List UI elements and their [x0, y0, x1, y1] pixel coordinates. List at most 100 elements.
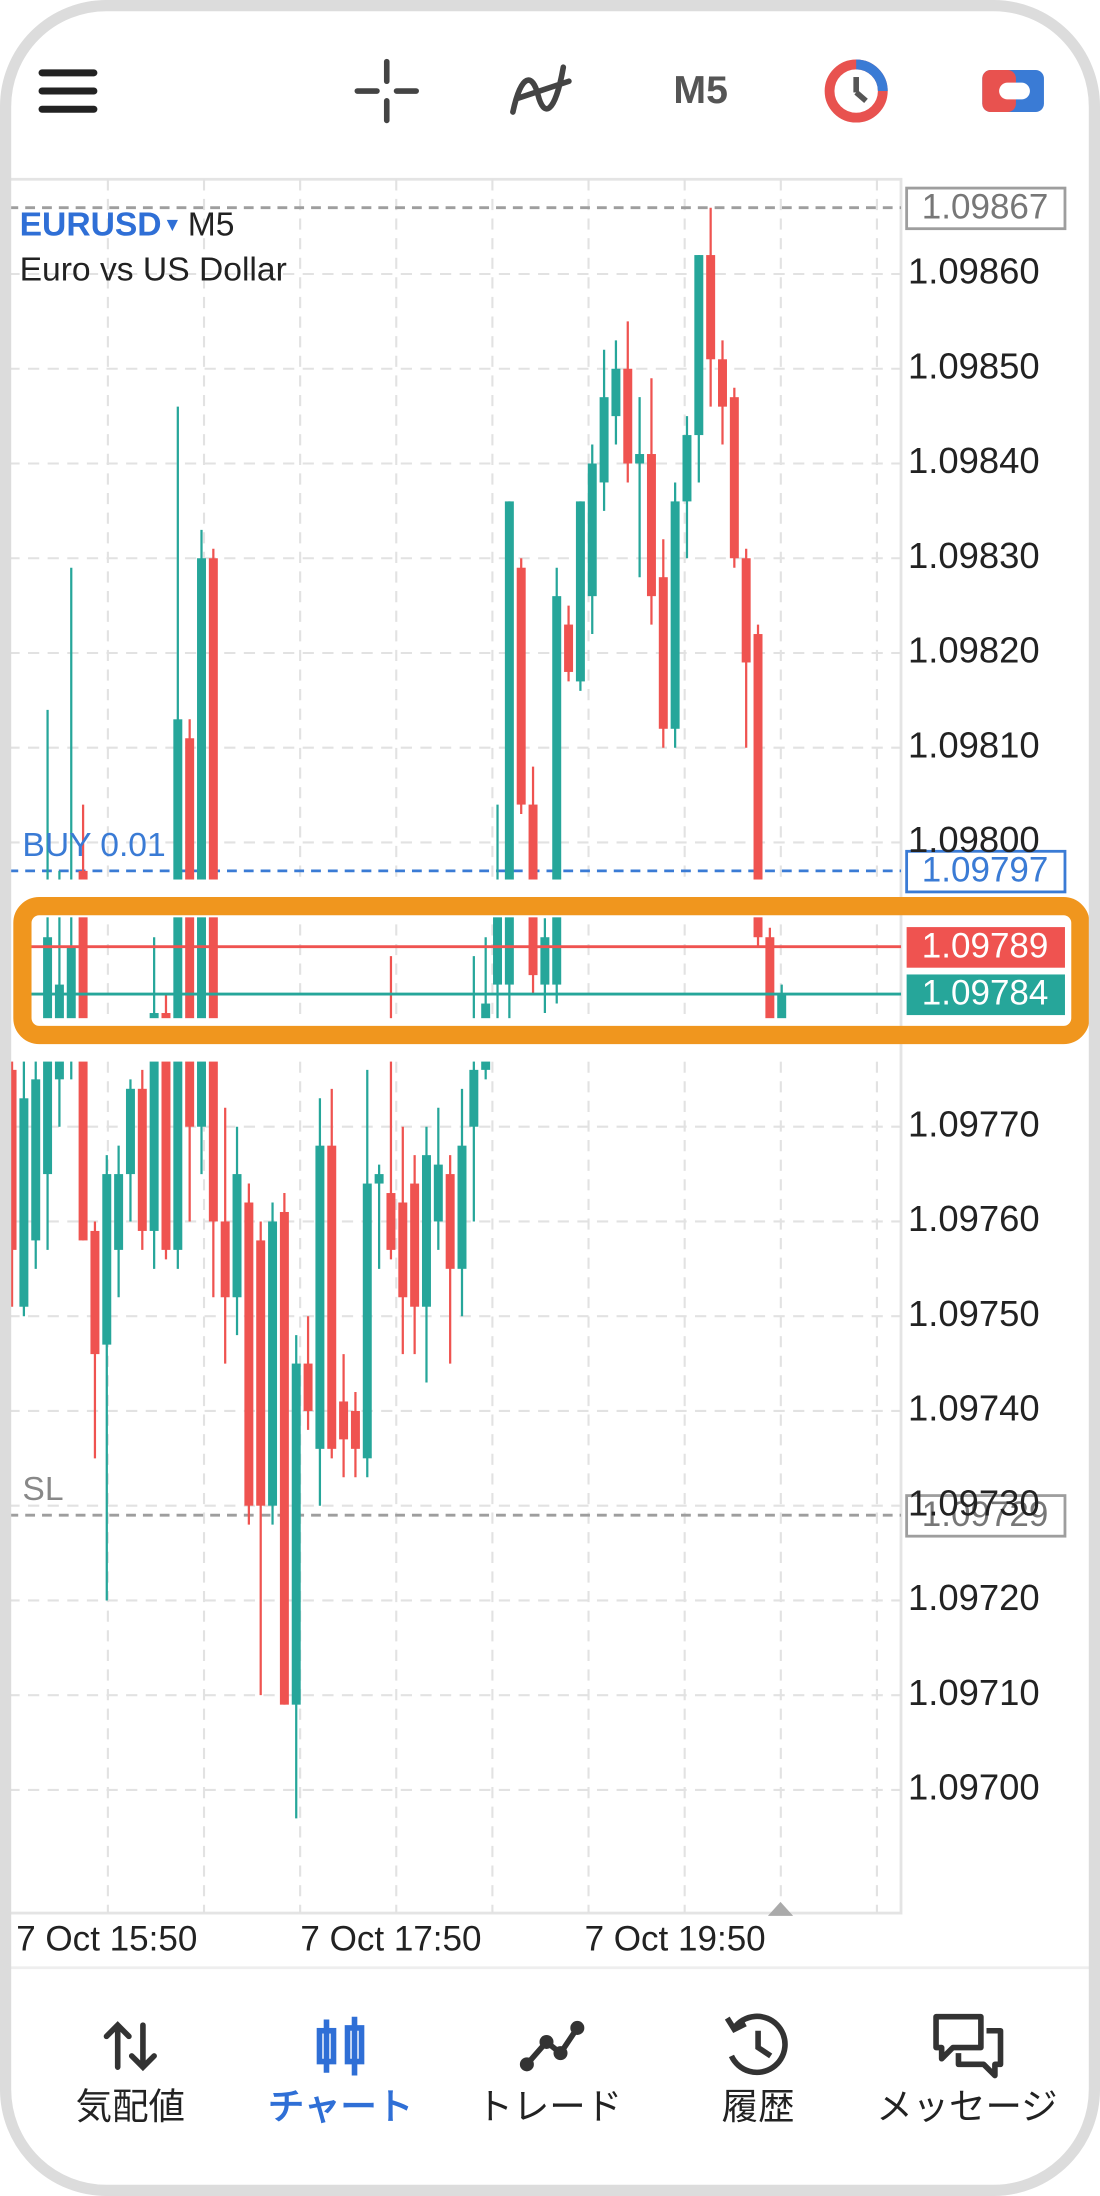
x-tick-label: 7 Oct 17:50	[300, 1919, 481, 1958]
price-line-name: BUY 0.01	[22, 827, 165, 864]
y-tick-label: 1.09810	[908, 724, 1040, 765]
nav-bar: 気配値 チャート トレード 履歴 メッセージ	[76, 2013, 1058, 2127]
price-label-box	[906, 927, 1065, 968]
y-tick-label: 1.09840	[908, 440, 1040, 481]
candle-body	[694, 255, 704, 436]
candle-body	[350, 1410, 360, 1449]
candle-body	[729, 397, 739, 559]
nav-quotes[interactable]: 気配値	[76, 2086, 185, 2127]
price-label: 1.09797	[922, 851, 1049, 890]
candle-body	[445, 1174, 455, 1269]
quotes-icon[interactable]	[103, 2021, 157, 2072]
candle-body	[362, 1183, 372, 1459]
chart-icon[interactable]	[316, 2016, 365, 2076]
candle-body	[102, 1174, 112, 1345]
axis-labels: 1.09860 1.09850 1.09840 1.09830 1.09820 1.098…	[16, 251, 1039, 1959]
y-tick-label: 1.09760	[908, 1198, 1040, 1239]
messages-icon[interactable]	[933, 2013, 1004, 2079]
candle-body	[78, 870, 88, 1241]
y-tick-label: 1.09770	[908, 1103, 1040, 1144]
toolbar: M5	[38, 58, 1044, 124]
x-tick-label: 7 Oct 15:50	[16, 1919, 197, 1958]
one-click-button[interactable]	[982, 70, 1044, 113]
candle-body	[291, 1363, 301, 1705]
candle-body	[575, 501, 585, 682]
candle-body	[504, 501, 514, 985]
y-tick-label: 1.09710	[908, 1672, 1040, 1713]
y-tick-label: 1.09830	[908, 535, 1040, 576]
price-label: 1.09789	[922, 926, 1049, 965]
candle-body	[149, 1013, 159, 1231]
candle-body	[753, 634, 763, 938]
y-tick-label: 1.09820	[908, 630, 1040, 671]
history-icon[interactable]	[724, 2013, 788, 2076]
y-tick-label: 1.09850	[908, 345, 1040, 386]
y-tick-label: 1.09860	[908, 251, 1040, 292]
candle-body	[220, 1221, 230, 1298]
candle-body	[682, 435, 692, 502]
symbol[interactable]: EURUSD	[20, 207, 162, 244]
candle-body	[718, 359, 727, 407]
candle-body	[303, 1363, 313, 1411]
chart-timeframe: M5	[188, 207, 235, 244]
menu-button[interactable]	[38, 69, 98, 113]
candle-body	[31, 1079, 41, 1241]
trade-icon[interactable]	[519, 2020, 585, 2072]
timeframe-button[interactable]: M5	[673, 68, 727, 112]
candle-body	[564, 624, 574, 672]
price-label-box	[905, 849, 1067, 894]
y-tick-label: 1.09750	[908, 1293, 1040, 1334]
candle-body	[339, 1401, 349, 1440]
candle-body	[43, 937, 53, 1175]
candle-body	[611, 368, 621, 417]
candle-body	[706, 255, 716, 360]
y-tick-label: 1.09720	[908, 1577, 1040, 1618]
candle-body	[658, 577, 668, 729]
nav-history[interactable]: 履歴	[722, 2086, 795, 2127]
candle-body	[457, 1145, 467, 1269]
candle-body	[208, 558, 218, 1222]
x-tick-label: 7 Oct 19:50	[585, 1919, 766, 1958]
candle-body	[19, 1098, 29, 1307]
candle-body	[197, 558, 206, 1127]
candle-body	[410, 1183, 420, 1307]
y-tick-label: 1.09800	[908, 819, 1040, 860]
current-bar-marker	[767, 1901, 794, 1916]
candle-body	[279, 1211, 289, 1705]
candle-body	[587, 463, 597, 597]
candle-body	[7, 1069, 17, 1250]
symbol-dropdown[interactable]	[166, 219, 178, 232]
candle-body	[66, 946, 76, 1032]
nav-messages[interactable]: メッセージ	[876, 2086, 1057, 2127]
candle-body	[777, 994, 787, 1023]
y-tick-label: 1.09700	[908, 1767, 1040, 1808]
candle-body	[374, 1174, 384, 1184]
highlight-frame	[13, 897, 1090, 1045]
candles	[7, 207, 902, 1819]
candle-body	[125, 1088, 135, 1175]
candle-body	[433, 1164, 443, 1222]
candle-body	[386, 1193, 396, 1250]
price-label-box	[905, 186, 1067, 231]
candle-body	[493, 889, 503, 985]
crosshair-button[interactable]	[354, 58, 419, 124]
y-tick-label: 1.09740	[908, 1388, 1040, 1429]
nav-chart[interactable]: チャート	[268, 2086, 413, 2127]
price-label: 1.09867	[922, 187, 1049, 226]
candle-body	[161, 1013, 171, 1250]
candle-body	[552, 596, 562, 985]
price-label: 1.09784	[922, 974, 1049, 1013]
indicators-button[interactable]	[510, 64, 572, 115]
candle-body	[244, 1202, 254, 1506]
trade-history-button[interactable]	[824, 59, 888, 123]
candle-body	[185, 738, 195, 1127]
y-tick-label: 1.09730	[908, 1482, 1040, 1523]
candle-body	[421, 1155, 431, 1307]
candle-body	[327, 1145, 337, 1449]
candle-body	[599, 397, 609, 483]
symbol-description: Euro vs US Dollar	[20, 252, 287, 289]
candle-body	[635, 454, 645, 464]
nav-trade[interactable]: トレード	[476, 2086, 622, 2127]
